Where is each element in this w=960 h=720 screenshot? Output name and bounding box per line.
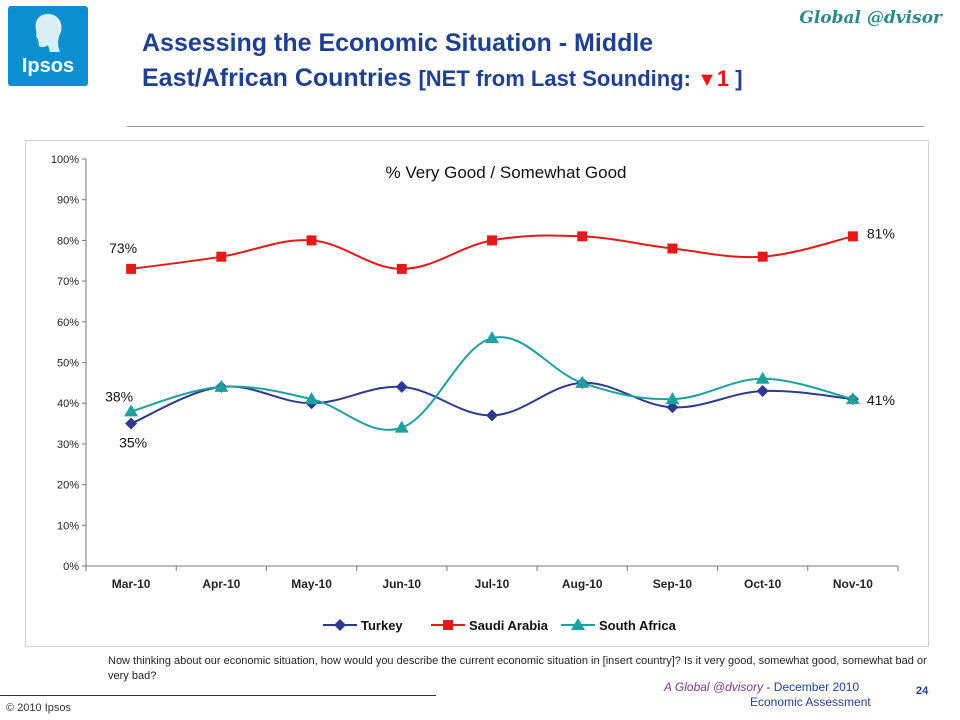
- data-label: 35%: [119, 435, 147, 451]
- data-label: 41%: [867, 392, 895, 408]
- legend-saudi-arabia-marker: [443, 620, 453, 630]
- copyright: © 2010 Ipsos: [6, 702, 71, 714]
- south-africa-point: [304, 392, 319, 405]
- y-tick-label: 20%: [57, 480, 79, 492]
- legend-turkey-label: Turkey: [361, 618, 403, 633]
- footer-date: - December 2010: [763, 680, 860, 694]
- page-number: 24: [916, 685, 929, 697]
- south-africa-point: [485, 331, 499, 344]
- x-tick-label: Mar-10: [112, 577, 151, 591]
- x-tick-label: Oct-10: [744, 577, 782, 591]
- y-tick-label: 90%: [57, 195, 79, 207]
- y-tick-label: 70%: [57, 276, 79, 288]
- saudi-arabia-point: [577, 231, 588, 242]
- brand-label: Global @dvisor: [799, 8, 942, 28]
- title-divider: [127, 126, 924, 127]
- south-africa-point: [755, 371, 770, 384]
- x-tick-label: Aug-10: [562, 577, 603, 591]
- title-close: ]: [729, 66, 743, 91]
- profile-icon: [35, 14, 62, 52]
- data-label: 73%: [109, 240, 137, 256]
- down-triangle-icon: ▼: [697, 69, 717, 91]
- title-delta: 1: [716, 66, 730, 91]
- turkey-point: [486, 409, 498, 422]
- saudi-arabia-point: [396, 263, 407, 274]
- saudi-arabia-point: [126, 263, 137, 274]
- turkey-point: [666, 401, 679, 414]
- saudi-arabia-point: [216, 251, 227, 262]
- saudi-arabia-point: [667, 243, 678, 254]
- x-tick-label: Jun-10: [382, 577, 421, 591]
- saudi-arabia-point: [847, 231, 858, 242]
- south-africa-point: [845, 392, 860, 405]
- line-chart: 0% 10% 20% 30% 40% 50% 60% 70% 80% 90% 100% Mar-10 A…: [51, 154, 899, 633]
- x-tick-label: Nov-10: [833, 577, 873, 591]
- x-tick-label: Sep-10: [653, 577, 693, 591]
- saudi-arabia-point: [757, 251, 768, 262]
- data-label: 81%: [867, 225, 895, 241]
- legend-saudi-arabia-label: Saudi Arabia: [469, 618, 549, 633]
- south-africa-point: [394, 420, 409, 433]
- x-tick-label: Jul-10: [475, 577, 510, 591]
- south-africa-point: [214, 379, 229, 392]
- y-tick-label: 50%: [57, 358, 79, 370]
- south-africa-point: [575, 375, 590, 388]
- y-tick-label: 60%: [57, 317, 79, 329]
- chart-frame: 0% 10% 20% 30% 40% 50% 60% 70% 80% 90% 100% Mar-10 A…: [25, 140, 929, 647]
- south-africa-point: [665, 392, 680, 405]
- ipsos-logo: Ipsos: [8, 6, 88, 86]
- footer-subtitle: Economic Assessment: [750, 695, 871, 709]
- title-part-4: [NET from Last Sounding:: [418, 66, 698, 91]
- turkey-point: [756, 384, 769, 397]
- saudi-arabia-point: [487, 235, 497, 246]
- y-tick-label: 0%: [63, 561, 79, 573]
- page-title: Assessing the Economic Situation - Middl…: [142, 26, 902, 98]
- chart-title: % Very Good / Somewhat Good: [386, 163, 627, 182]
- footer-brand: A Global @dvisory - December 2010: [664, 680, 859, 694]
- legend-turkey-marker: [334, 619, 346, 631]
- south-africa-point: [124, 404, 139, 417]
- y-tick-label: 30%: [57, 439, 79, 451]
- title-part-1: Assessing the Economic Situation -: [142, 29, 575, 57]
- legend-south-africa-label: South Africa: [599, 618, 677, 633]
- x-tick-label: May-10: [291, 577, 332, 591]
- footer-brand-name: A Global @dvisory: [664, 680, 764, 694]
- x-tick-label: Apr-10: [202, 577, 240, 591]
- data-label: 38%: [105, 388, 133, 404]
- y-tick-label: 40%: [57, 398, 79, 410]
- legend-south-africa-marker: [571, 618, 585, 630]
- turkey-point: [125, 417, 138, 430]
- logo-text: Ipsos: [21, 55, 75, 77]
- saudi-arabia-point: [306, 235, 317, 246]
- y-tick-label: 100%: [51, 154, 79, 166]
- turkey-point: [395, 380, 408, 393]
- title-part-2: Middle: [574, 29, 654, 57]
- footer-divider: [0, 695, 436, 696]
- title-part-3: East/African Countries: [142, 64, 419, 92]
- question-footnote: Now thinking about our economic situatio…: [108, 655, 927, 682]
- y-tick-label: 10%: [57, 520, 79, 532]
- y-tick-label: 80%: [57, 235, 79, 247]
